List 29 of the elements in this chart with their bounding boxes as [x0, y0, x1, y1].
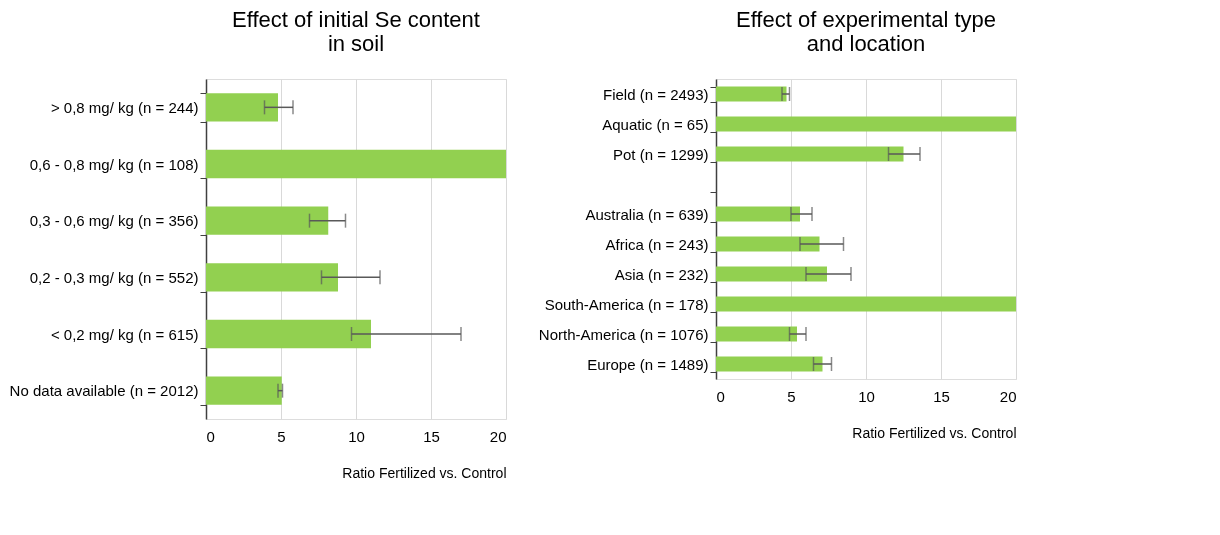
y-tick-label: No data available (n = 2012)	[9, 382, 199, 400]
y-tick-label: < 0,2 mg/ kg (n = 615)	[50, 325, 199, 343]
y-tick-label: Europe (n = 1489)	[587, 355, 709, 373]
y-tick-label: Aquatic (n = 65)	[602, 115, 709, 133]
y-tick-label: Africa (n = 243)	[605, 235, 709, 253]
x-axis-title: Ratio Fertilized vs. Control	[852, 424, 1017, 441]
x-tick-label: 20	[489, 427, 507, 445]
x-tick-label: 10	[858, 387, 875, 405]
chart-title: Effect of experimental type and location	[735, 7, 997, 56]
y-tick-label: North-America (n = 1076)	[538, 325, 709, 343]
y-tick-label: Field (n = 2493)	[603, 85, 709, 103]
y-tick-label: 0,3 - 0,6 mg/ kg (n = 356)	[29, 212, 199, 230]
y-tick-label: Pot (n = 1299)	[613, 145, 709, 163]
y-tick-label: South-America (n = 178)	[544, 295, 709, 313]
y-tick-label: 0,6 - 0,8 mg/ kg (n = 108)	[29, 155, 199, 173]
x-tick-label: 0	[716, 387, 725, 405]
x-tick-label: 5	[787, 387, 796, 405]
y-tick-label: Australia (n = 639)	[585, 205, 709, 223]
y-tick-label: Asia (n = 232)	[614, 265, 709, 283]
y-tick-label: > 0,8 mg/ kg (n = 244)	[50, 98, 199, 116]
x-tick-label: 5	[277, 427, 286, 445]
y-tick-label: 0,2 - 0,3 mg/ kg (n = 552)	[29, 268, 199, 286]
x-tick-label: 10	[348, 427, 365, 445]
x-tick-label: 20	[999, 387, 1017, 405]
chart-title: Effect of initial Se content in soil	[232, 7, 480, 56]
x-tick-label: 15	[423, 427, 440, 445]
x-tick-label: 15	[933, 387, 950, 405]
x-axis-title: Ratio Fertilized vs. Control	[342, 464, 507, 481]
x-tick-label: 0	[206, 427, 215, 445]
